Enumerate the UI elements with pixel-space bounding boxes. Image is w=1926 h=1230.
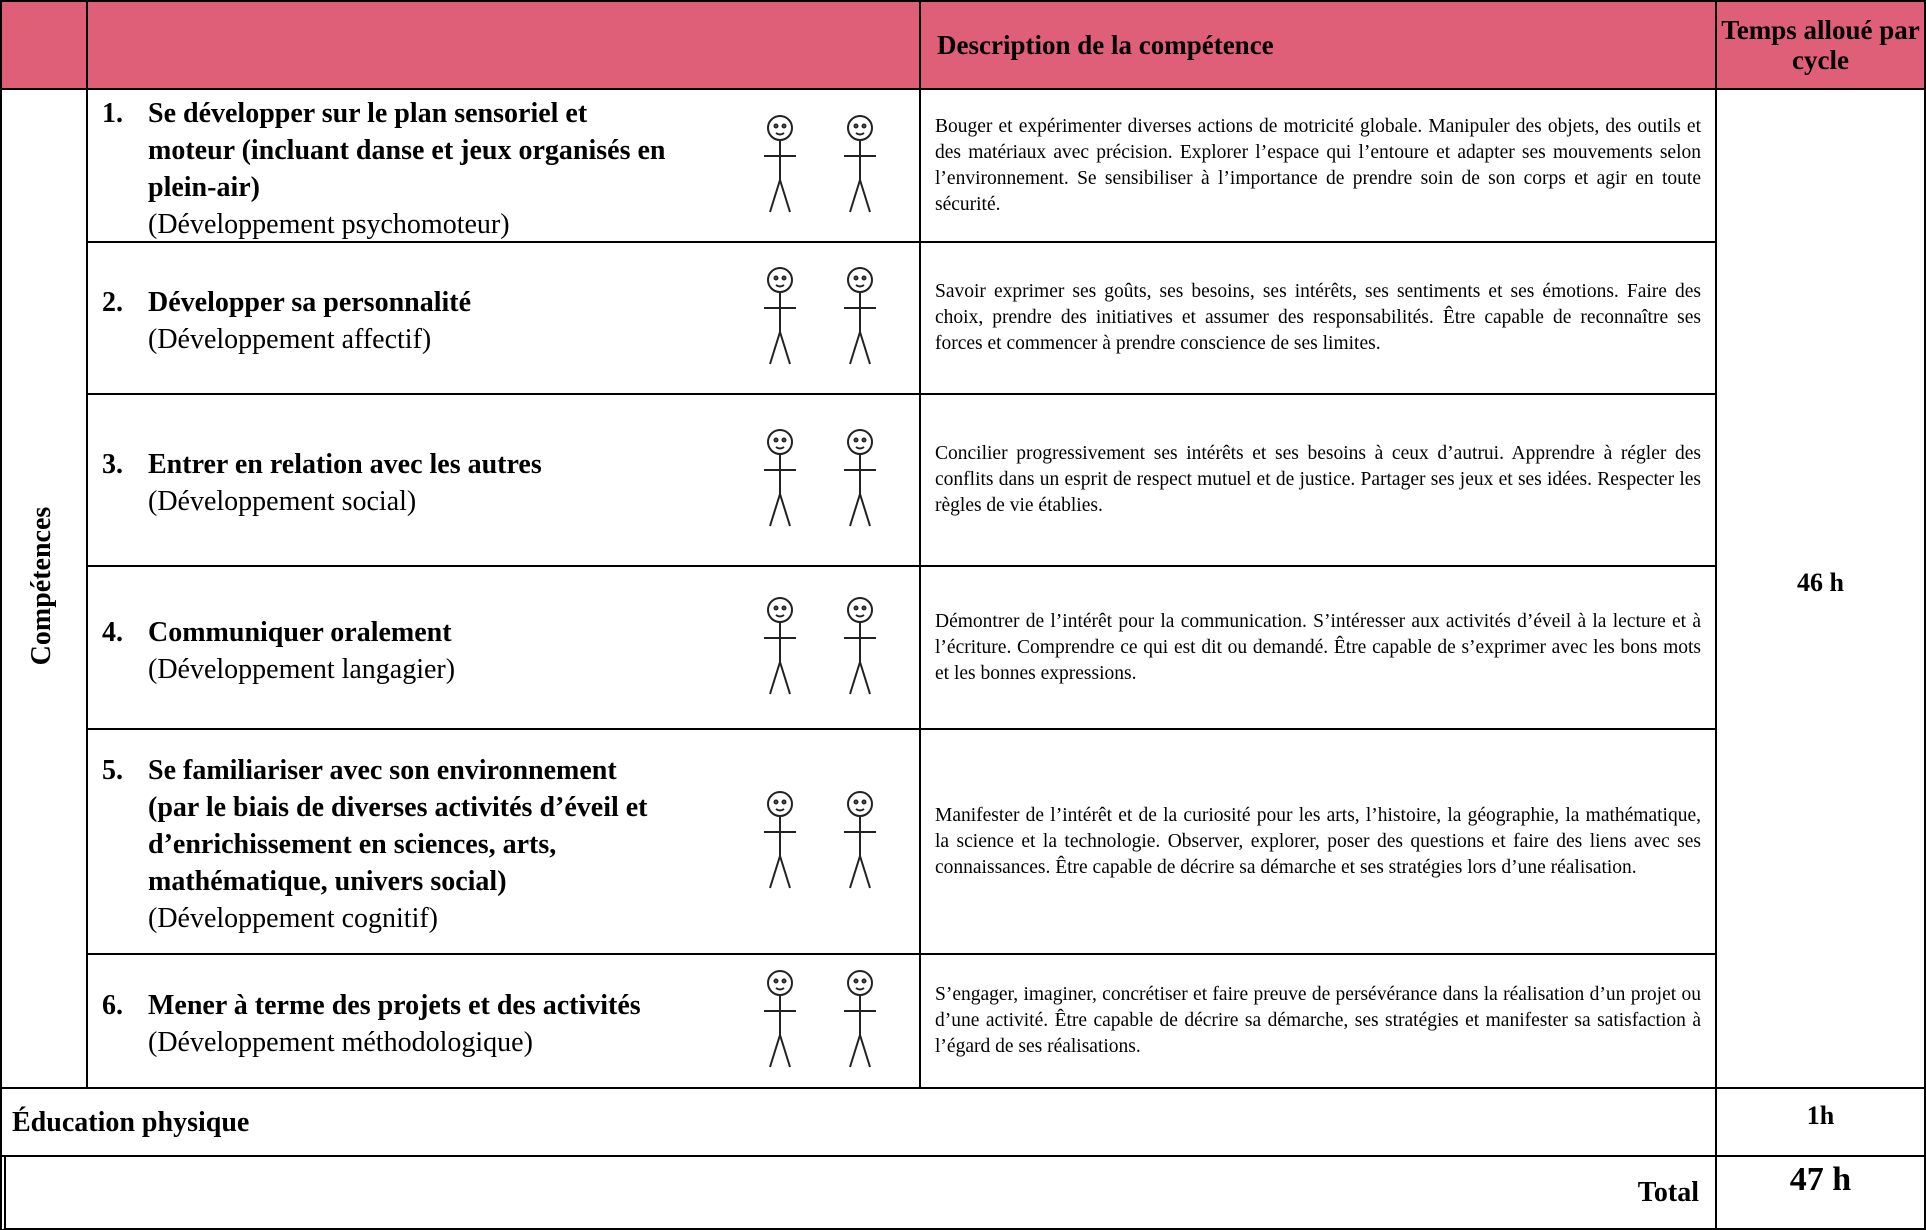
competence-title: Se développer sur le plan sensoriel et m… <box>148 97 666 203</box>
total-label: Total <box>0 1155 1717 1230</box>
competence-title: Mener à terme des projets et des activit… <box>148 990 641 1021</box>
competence-subtitle: (Développement méthodologique) <box>148 1027 533 1058</box>
total-time: 47 h <box>1715 1155 1926 1230</box>
education-label: Éducation physique <box>0 1087 1717 1157</box>
title-line: 1. Se développer sur le plan sensoriel et… <box>102 95 919 206</box>
competence-description: Bouger et expérimenter diverses actions … <box>919 88 1717 243</box>
competences-time: 46 h <box>1715 88 1926 1089</box>
title-line: 2. Développer sa personnalité <box>102 284 919 321</box>
competence-number: 5. <box>102 755 123 786</box>
competence-subtitle: (Développement psychomoteur) <box>148 208 510 240</box>
side-cell: Compétences <box>0 88 88 1089</box>
title-line: 6. Mener à terme des projets et des activ… <box>102 987 919 1024</box>
title-line: 5. Se familiariser avec son environnement… <box>102 752 919 900</box>
illustration <box>764 114 876 212</box>
competence-title: Se familiariser avec son environnement (… <box>148 755 648 897</box>
competence-subtitle: (Développement social) <box>148 486 417 517</box>
illustration <box>764 970 876 1068</box>
header-blank <box>86 0 921 90</box>
illustration <box>764 790 876 888</box>
competence-number: 2. <box>102 287 123 318</box>
competence-number: 1. <box>102 97 123 129</box>
title-line: 4. Communiquer oralement <box>102 614 919 651</box>
competence-title: Entrer en relation avec les autres <box>148 449 542 480</box>
competence-cell: 6. Mener à terme des projets et des activ… <box>86 953 921 1089</box>
competence-description: Manifester de l’intérêt et de la curiosi… <box>919 728 1717 955</box>
competence-subtitle: (Développement affectif) <box>148 324 432 355</box>
competence-subtitle: (Développement langagier) <box>148 653 456 685</box>
side-label: Compétences <box>26 506 57 666</box>
header-time: Temps alloué par cycle <box>1715 0 1926 90</box>
competence-description: Concilier progressivement ses intérêts e… <box>919 393 1717 567</box>
illustration <box>764 429 876 527</box>
competence-cell: 4. Communiquer oralement (Développement la… <box>86 565 921 730</box>
competence-subtitle: (Développement cognitif) <box>148 903 439 934</box>
competence-number: 3. <box>102 449 123 480</box>
illustration <box>764 267 876 365</box>
competence-cell: 5. Se familiariser avec son environnement… <box>86 728 921 955</box>
header-description: Description de la compétence <box>919 0 1717 90</box>
competence-number: 6. <box>102 990 123 1021</box>
competence-cell: 1. Se développer sur le plan sensoriel et… <box>86 88 921 243</box>
competence-title: Développer sa personnalité <box>148 287 472 318</box>
competence-cell: 2. Développer sa personnalité (Développeme… <box>86 241 921 395</box>
competence-description: Démontrer de l’intérêt pour la communica… <box>919 565 1717 730</box>
competence-title: Communiquer oralement <box>148 616 452 648</box>
competence-number: 4. <box>102 616 123 648</box>
competence-description: S’engager, imaginer, concrétiser et fair… <box>919 953 1717 1089</box>
education-time: 1h <box>1715 1087 1926 1157</box>
competence-description: Savoir exprimer ses goûts, ses besoins, … <box>919 241 1717 395</box>
title-line: 3. Entrer en relation avec les autres <box>102 446 919 483</box>
illustration <box>764 596 876 694</box>
corner-cell <box>0 0 88 90</box>
